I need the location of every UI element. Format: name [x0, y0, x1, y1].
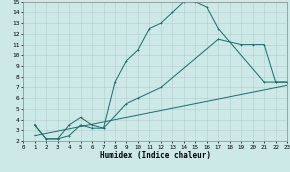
X-axis label: Humidex (Indice chaleur): Humidex (Indice chaleur): [100, 151, 211, 160]
